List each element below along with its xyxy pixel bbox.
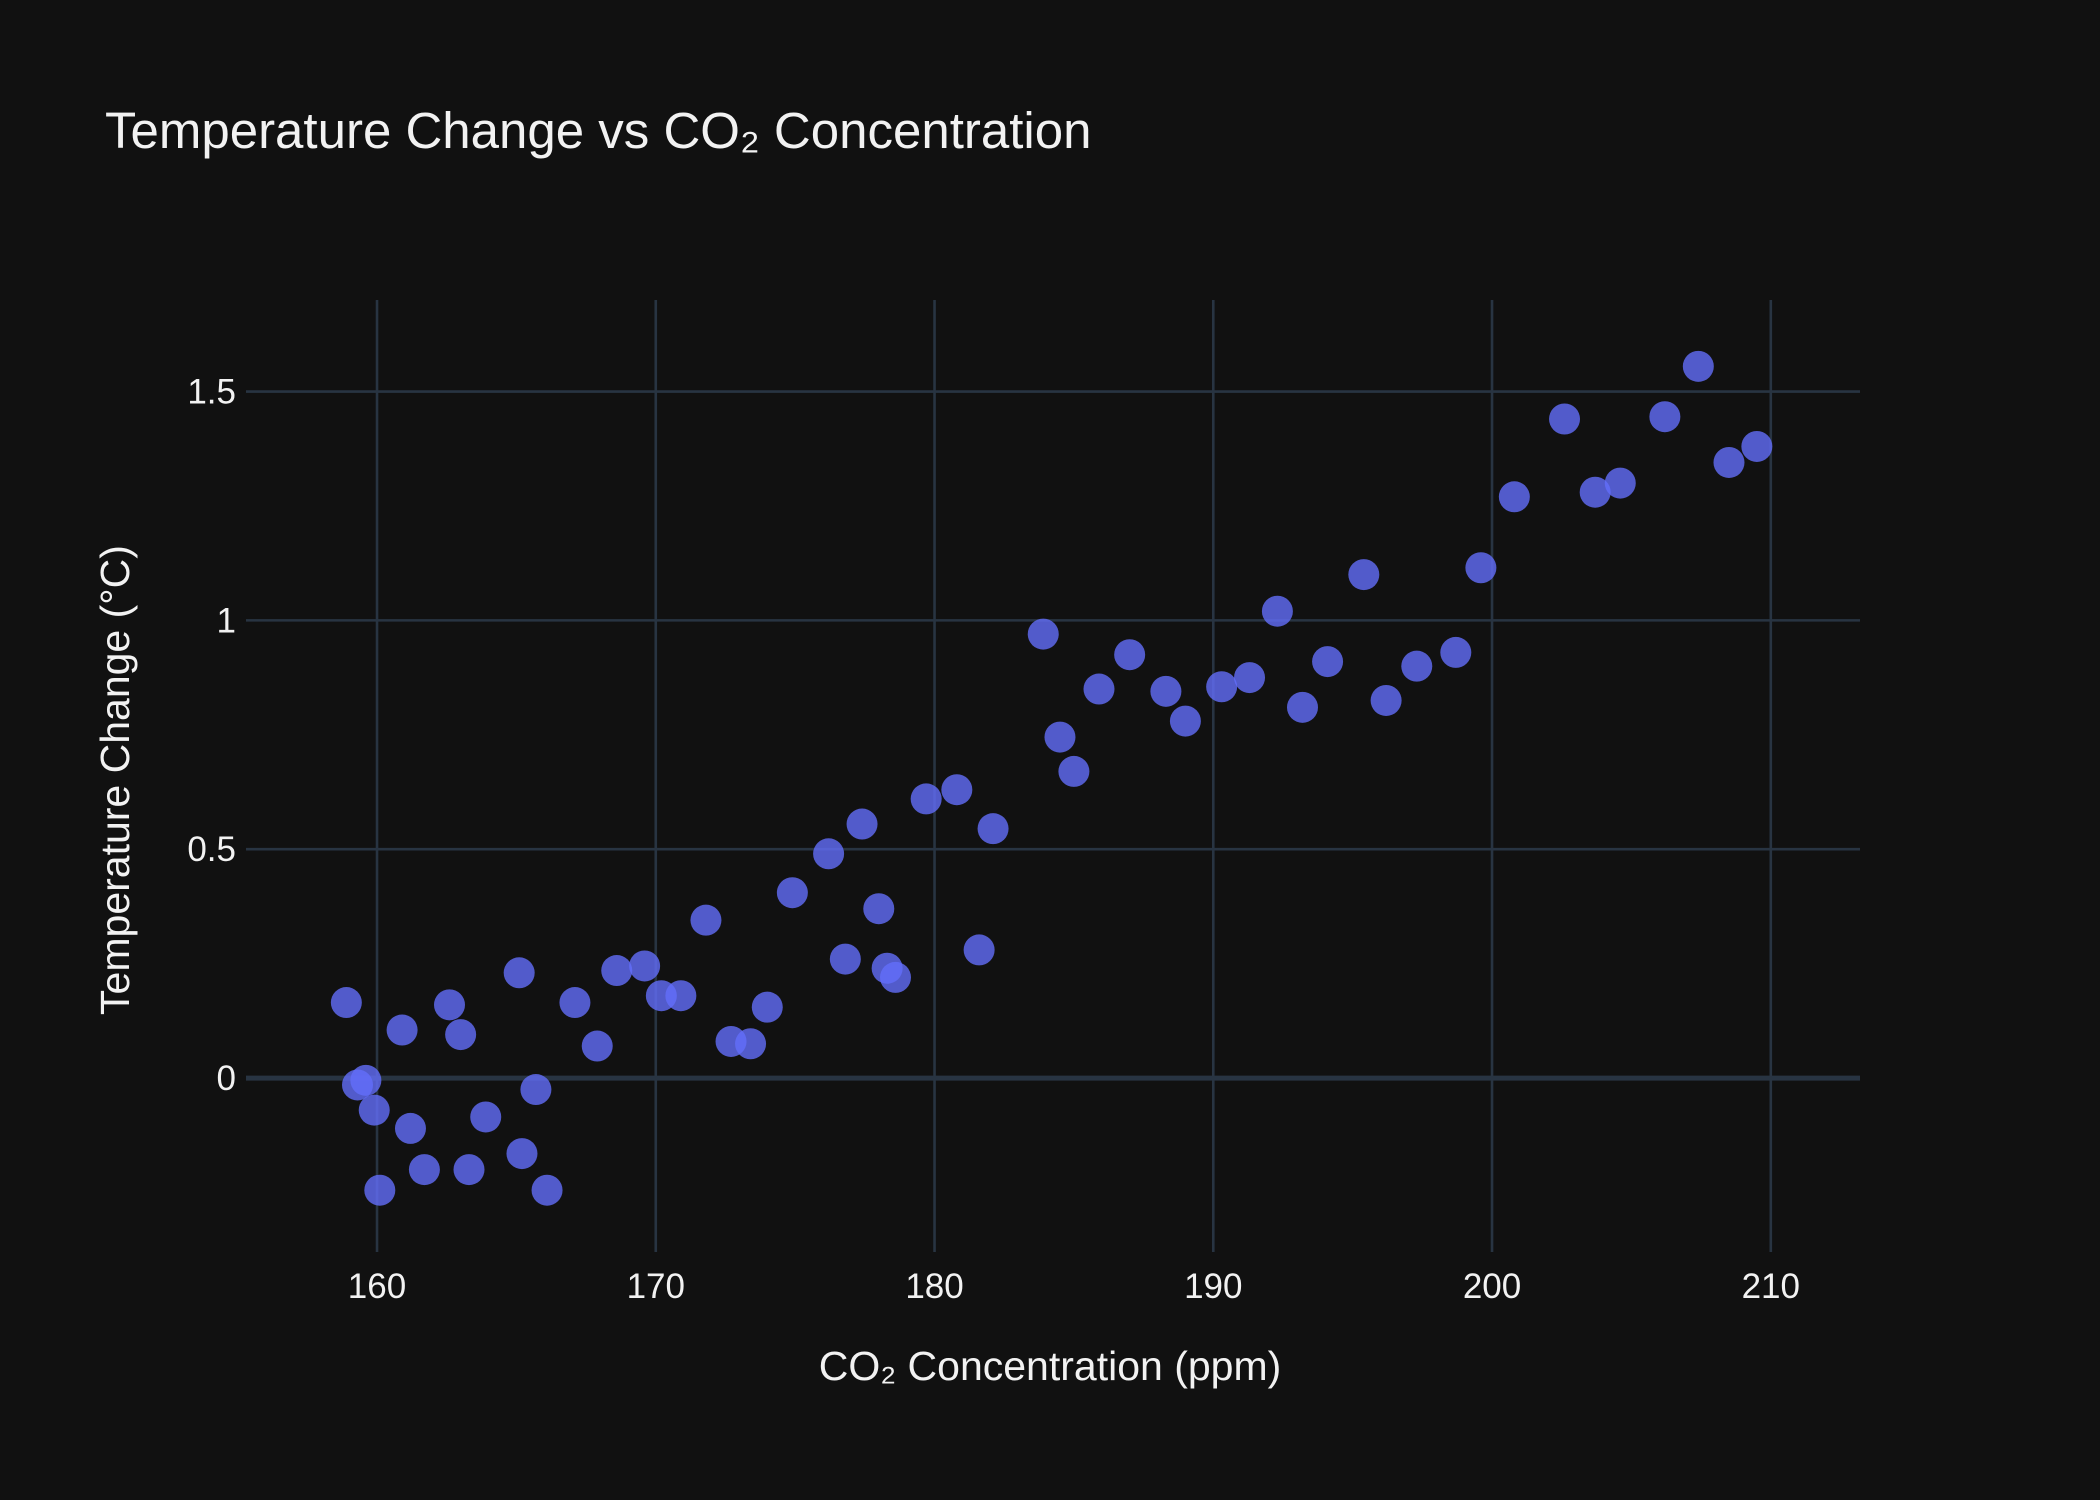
- data-point[interactable]: [665, 980, 697, 1012]
- chart-title: Temperature Change vs CO₂ Concentration: [105, 102, 1091, 159]
- data-point[interactable]: [1579, 476, 1611, 508]
- data-point[interactable]: [1498, 481, 1530, 513]
- data-point[interactable]: [1044, 721, 1076, 753]
- data-point[interactable]: [531, 1174, 563, 1206]
- data-point[interactable]: [470, 1101, 502, 1133]
- data-point[interactable]: [1549, 403, 1581, 435]
- x-tick-label: 170: [627, 1267, 685, 1306]
- data-point[interactable]: [829, 943, 861, 975]
- x-tick-label: 210: [1742, 1267, 1800, 1306]
- data-point[interactable]: [1027, 618, 1059, 650]
- data-point[interactable]: [1261, 595, 1293, 627]
- data-point[interactable]: [776, 877, 808, 909]
- data-point[interactable]: [1465, 552, 1497, 584]
- data-point[interactable]: [1114, 639, 1146, 671]
- data-point[interactable]: [1682, 350, 1714, 382]
- x-tick-label: 180: [905, 1267, 963, 1306]
- data-point[interactable]: [735, 1028, 767, 1060]
- y-tick-label: 1: [217, 601, 236, 640]
- data-point[interactable]: [364, 1174, 396, 1206]
- data-point[interactable]: [358, 1094, 390, 1126]
- data-point[interactable]: [408, 1154, 440, 1186]
- data-points: [330, 350, 1773, 1206]
- x-tick-label: 160: [348, 1267, 406, 1306]
- data-point[interactable]: [941, 774, 973, 806]
- data-point[interactable]: [1370, 684, 1402, 716]
- data-point[interactable]: [350, 1064, 382, 1096]
- data-point[interactable]: [977, 813, 1009, 845]
- data-point[interactable]: [1312, 646, 1344, 678]
- data-point[interactable]: [330, 987, 362, 1019]
- data-point[interactable]: [813, 838, 845, 870]
- data-point[interactable]: [1401, 650, 1433, 682]
- x-axis-title: CO₂ Concentration (ppm): [819, 1343, 1282, 1389]
- data-point[interactable]: [1713, 446, 1745, 478]
- data-point[interactable]: [863, 893, 895, 925]
- data-point[interactable]: [503, 957, 535, 989]
- x-tick-label: 200: [1463, 1267, 1521, 1306]
- data-point[interactable]: [520, 1074, 552, 1106]
- data-point[interactable]: [690, 904, 722, 936]
- data-point[interactable]: [846, 808, 878, 840]
- data-point[interactable]: [880, 961, 912, 993]
- data-point[interactable]: [1206, 671, 1238, 703]
- y-tick-label: 0: [217, 1059, 236, 1098]
- data-point[interactable]: [1286, 691, 1318, 723]
- y-tick-label: 1.5: [187, 373, 236, 412]
- data-point[interactable]: [963, 934, 995, 966]
- data-point[interactable]: [1083, 673, 1115, 705]
- data-point[interactable]: [394, 1112, 426, 1144]
- data-point[interactable]: [453, 1154, 485, 1186]
- data-point[interactable]: [1348, 559, 1380, 591]
- data-point[interactable]: [1058, 755, 1090, 787]
- data-point[interactable]: [1169, 705, 1201, 737]
- data-point[interactable]: [1150, 675, 1182, 707]
- tick-labels: 160 170 180 190 200 210 0 0.5 1 1.5: [187, 373, 1800, 1306]
- data-point[interactable]: [1741, 430, 1773, 462]
- data-point[interactable]: [581, 1030, 613, 1062]
- data-point[interactable]: [506, 1138, 538, 1170]
- x-tick-label: 190: [1184, 1267, 1242, 1306]
- data-point[interactable]: [1649, 401, 1681, 433]
- data-point[interactable]: [386, 1014, 418, 1046]
- data-point[interactable]: [559, 987, 591, 1019]
- y-axis-title: Temperature Change (°C): [92, 545, 138, 1015]
- data-point[interactable]: [601, 955, 633, 987]
- data-point[interactable]: [1440, 636, 1472, 668]
- data-point[interactable]: [1234, 662, 1266, 694]
- data-point[interactable]: [445, 1019, 477, 1051]
- data-point[interactable]: [629, 950, 661, 982]
- y-tick-label: 0.5: [187, 830, 236, 869]
- data-point[interactable]: [1604, 467, 1636, 499]
- grid-layer: [246, 300, 1860, 1252]
- data-point[interactable]: [910, 783, 942, 815]
- data-point[interactable]: [433, 989, 465, 1021]
- data-point[interactable]: [751, 991, 783, 1023]
